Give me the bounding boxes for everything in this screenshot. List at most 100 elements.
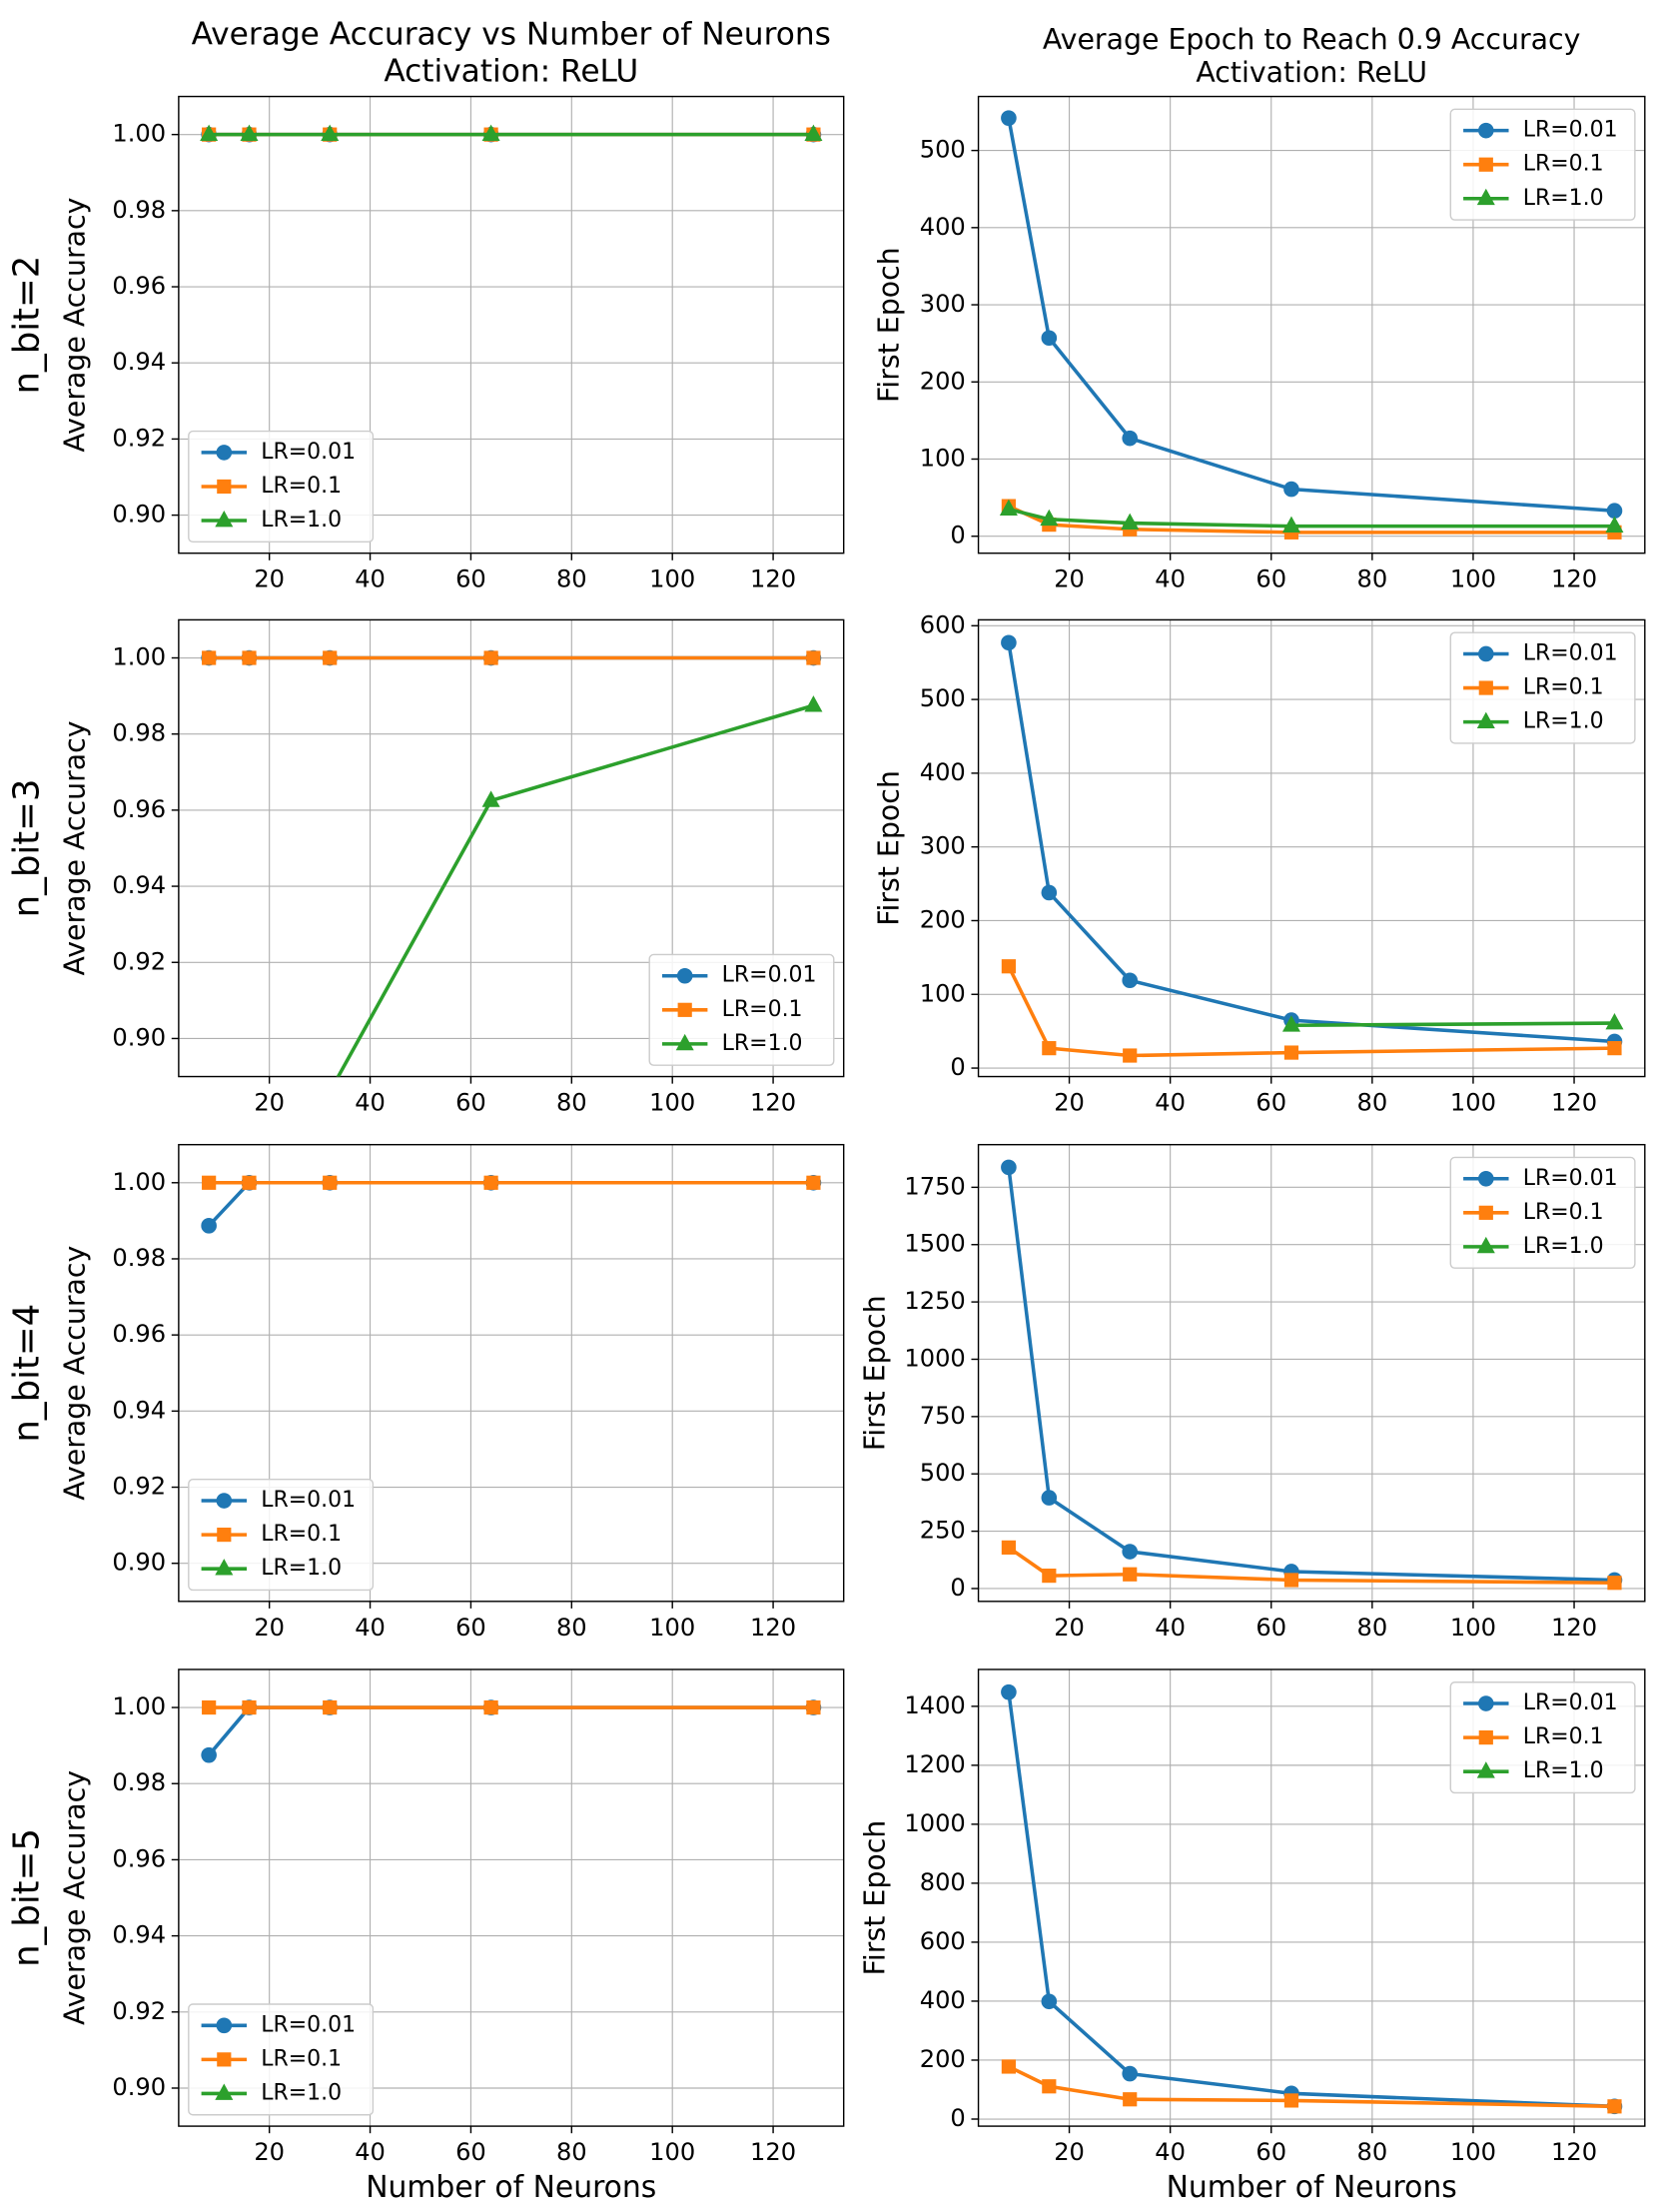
series-line	[1008, 2064, 1615, 2109]
x-tick-label: 40	[355, 2138, 386, 2166]
x-tick-label: 80	[556, 1089, 587, 1117]
marker	[1001, 1159, 1017, 1176]
marker	[1478, 1205, 1493, 1220]
marker	[216, 1493, 233, 1509]
y-tick-label: 0.96	[112, 795, 166, 823]
y-tick-label: 0.90	[112, 2073, 166, 2101]
y-tick-label: 200	[920, 2045, 966, 2073]
x-tick-label: 120	[1551, 1614, 1597, 1642]
marker	[1123, 1567, 1138, 1582]
axes: 0.90 0.92 0.94 0.96 0.98 1.00 20 40 60 80 100 120	[112, 618, 845, 1117]
marker	[1477, 122, 1494, 139]
x-tick-label: 40	[1155, 1614, 1186, 1642]
plot-area	[201, 1174, 822, 1234]
x-tick-label: 40	[1155, 2138, 1186, 2166]
marker	[215, 2083, 234, 2100]
series-line	[207, 1705, 814, 1756]
y-tick-label: 1.00	[112, 1692, 166, 1720]
y-tick-label: 0.92	[112, 424, 166, 452]
marker	[1478, 1730, 1493, 1745]
legend-label: LR=0.01	[261, 2012, 356, 2037]
legend-label: LR=0.1	[1523, 152, 1604, 177]
marker	[202, 650, 217, 665]
x-tick-label: 40	[355, 1614, 386, 1642]
marker	[1001, 1683, 1017, 1700]
marker	[806, 1175, 821, 1190]
x-tick-label: 60	[455, 1089, 486, 1117]
x-tick-label: 80	[1356, 1614, 1387, 1642]
row-label: n_bit=2	[6, 256, 47, 395]
y-tick-label: 200	[920, 905, 966, 933]
x-axis-label: Number of Neurons	[1167, 2170, 1457, 2205]
legend-label: LR=0.01	[1523, 1166, 1618, 1191]
marker	[201, 1411, 217, 1425]
axes: 0 250 500 750 1000 1250 1500 1750 20 40 60 80 100 120	[904, 1143, 1646, 1642]
marker	[1122, 2065, 1139, 2082]
legend-label: LR=0.1	[1523, 675, 1604, 700]
x-tick-label: 100	[1450, 2138, 1496, 2166]
y-tick-label: 400	[920, 1986, 966, 2014]
y-tick-label: 1.00	[112, 1168, 166, 1196]
marker	[1122, 430, 1139, 447]
legend-box	[648, 953, 835, 1066]
legend-label: LR=0.1	[722, 997, 803, 1022]
marker	[1040, 509, 1059, 527]
x-tick-label: 100	[1450, 565, 1496, 593]
y-tick-label: 1750	[904, 1172, 965, 1200]
legend-label: LR=0.01	[261, 1488, 356, 1513]
axes-frame	[178, 95, 845, 554]
series-line	[207, 1181, 814, 1228]
series-line	[336, 703, 814, 1077]
marker	[1001, 2059, 1016, 2074]
x-tick-label: 120	[1551, 565, 1597, 593]
marker	[1607, 2099, 1622, 2114]
legend-label: LR=1.0	[261, 2080, 342, 2105]
x-tick-label: 100	[649, 1614, 695, 1642]
x-tick-label: 40	[1155, 565, 1186, 593]
legend: LR=0.01 LR=0.1 LR=1.0	[188, 1479, 375, 1592]
marker	[677, 1002, 692, 1017]
marker	[1476, 1761, 1495, 1778]
y-tick-label: 0.92	[112, 947, 166, 975]
y-axis-label: Average Accuracy	[59, 720, 92, 975]
marker	[1476, 1236, 1495, 1254]
x-tick-label: 60	[1255, 565, 1286, 593]
y-tick-label: 750	[920, 1402, 966, 1430]
x-tick-label: 100	[649, 1089, 695, 1117]
y-tick-label: 500	[920, 1459, 966, 1487]
x-tick-label: 60	[455, 1614, 486, 1642]
x-tick-label: 80	[1356, 1089, 1387, 1117]
y-tick-label: 1500	[904, 1230, 965, 1258]
legend: LR=0.01 LR=0.1 LR=1.0	[188, 2003, 375, 2116]
y-tick-label: 400	[920, 213, 966, 241]
y-axis-label: Average Accuracy	[59, 1246, 92, 1501]
legend-box	[1449, 1156, 1636, 1269]
marker	[322, 1083, 338, 1097]
chart-subtitle: Activation: ReLU	[1196, 56, 1427, 89]
axes-frame	[977, 1143, 1646, 1603]
marker	[217, 479, 232, 495]
marker	[675, 1033, 694, 1051]
marker	[1607, 1041, 1622, 1056]
legend-label: LR=0.01	[1523, 640, 1618, 665]
marker	[999, 499, 1018, 517]
chart-title: Average Epoch to Reach 0.9 Accuracy	[1043, 23, 1581, 56]
marker	[1042, 2079, 1057, 2094]
marker	[1607, 1576, 1622, 1591]
marker	[323, 650, 338, 665]
marker	[1042, 1041, 1057, 1056]
y-tick-label: 1.00	[112, 643, 166, 671]
marker	[201, 1218, 217, 1234]
axes-frame	[178, 618, 845, 1078]
marker	[481, 790, 500, 807]
legend: LR=0.01 LR=0.1 LR=1.0	[188, 430, 375, 544]
y-tick-label: 800	[920, 1868, 966, 1896]
marker	[1001, 110, 1017, 126]
axes-frame	[178, 1668, 845, 2127]
series-line	[1008, 504, 1615, 535]
legend-label: LR=1.0	[1523, 1758, 1604, 1783]
x-tick-label: 100	[1450, 1614, 1496, 1642]
legend-label: LR=0.1	[1523, 1200, 1604, 1225]
marker	[1001, 1540, 1016, 1555]
